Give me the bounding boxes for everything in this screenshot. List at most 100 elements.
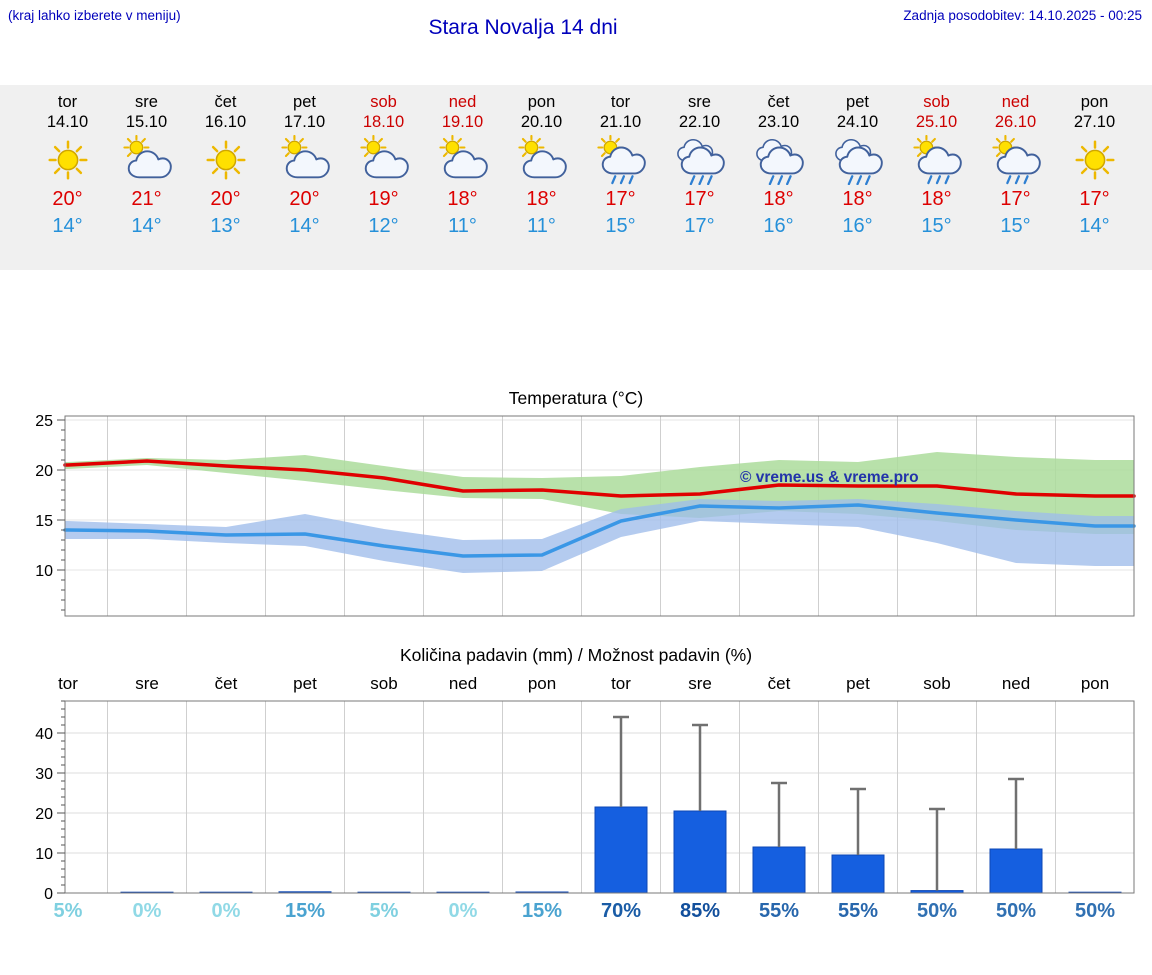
temp-low: 15° <box>605 215 636 237</box>
precip-day-label: pon <box>1080 674 1110 693</box>
pop-label: 5% <box>53 900 83 922</box>
day-name: čet <box>767 93 790 111</box>
day-name: sre <box>688 93 711 111</box>
forecast-strip: tor 14.10 20° 14° sre 15.10 21° 14° čet 16.10 20° 1… <box>0 85 1152 270</box>
temp-low: 13° <box>210 215 241 237</box>
forecast-day: sre 15.10 21° 14° <box>107 85 186 237</box>
forecast-day: pet 24.10 18° 16° <box>818 85 897 237</box>
weather-icon-sun-cloud <box>432 135 494 185</box>
day-name: sob <box>923 93 950 111</box>
day-date: 16.10 <box>204 113 247 131</box>
day-name: pon <box>527 93 556 111</box>
temp-high: 20° <box>210 188 241 210</box>
pop-label: 55% <box>758 900 800 922</box>
temp-high: 18° <box>447 188 478 210</box>
forecast-day: pon 27.10 17° 14° <box>1055 85 1134 237</box>
temp-high: 17° <box>684 188 715 210</box>
weather-icon-sun <box>1064 135 1126 185</box>
pop-label: 0% <box>448 900 478 922</box>
pop-label: 15% <box>284 900 326 922</box>
temp-high: 21° <box>131 188 162 210</box>
day-name: pon <box>1080 93 1109 111</box>
precip-day-label: pet <box>293 674 317 693</box>
weather-icon-sun-cloud-rain <box>906 135 968 185</box>
day-date: 15.10 <box>125 113 168 131</box>
precipitation-chart-title: Količina padavin (mm) / Možnost padavin … <box>399 645 753 665</box>
pop-label: 50% <box>916 900 958 922</box>
weather-icon-cloud-rain <box>669 135 731 185</box>
day-date: 19.10 <box>441 113 484 131</box>
svg-text:30: 30 <box>35 766 53 783</box>
temp-high: 17° <box>1000 188 1031 210</box>
precip-day-label: pon <box>527 674 557 693</box>
pop-label: 50% <box>1074 900 1116 922</box>
pop-label: 0% <box>211 900 241 922</box>
day-date: 27.10 <box>1073 113 1116 131</box>
temp-high: 19° <box>368 188 399 210</box>
temp-low: 14° <box>1079 215 1110 237</box>
forecast-day: sob 18.10 19° 12° <box>344 85 423 237</box>
precip-day-label: tor <box>611 674 631 693</box>
precip-day-label: tor <box>58 674 78 693</box>
temp-high: 17° <box>1079 188 1110 210</box>
forecast-columns: tor 14.10 20° 14° sre 15.10 21° 14° čet 16.10 20° 1… <box>28 85 1134 237</box>
pop-label: 85% <box>679 900 721 922</box>
weather-icon-sun <box>195 135 257 185</box>
forecast-day: tor 21.10 17° 15° <box>581 85 660 237</box>
temperature-chart-title: Temperatura (°C) <box>508 388 644 408</box>
temp-high: 17° <box>605 188 636 210</box>
day-name: sob <box>370 93 397 111</box>
day-date: 22.10 <box>678 113 721 131</box>
forecast-day: pon 20.10 18° 11° <box>502 85 581 237</box>
precip-day-label: ned <box>1001 674 1031 693</box>
day-name: sre <box>135 93 158 111</box>
day-date: 24.10 <box>836 113 879 131</box>
temp-low: 15° <box>921 215 952 237</box>
page-title: Stara Novalja 14 dni <box>428 16 618 39</box>
temp-low: 11° <box>448 215 477 237</box>
day-name: tor <box>57 93 78 111</box>
weather-icon-sun-cloud-rain <box>985 135 1047 185</box>
day-name: ned <box>1001 93 1030 111</box>
forecast-day: čet 23.10 18° 16° <box>739 85 818 237</box>
weather-icon-sun-cloud <box>116 135 178 185</box>
svg-text:15: 15 <box>35 513 53 530</box>
precip-day-label: sre <box>135 674 159 693</box>
day-name: pet <box>293 93 316 111</box>
temp-low: 11° <box>527 215 556 237</box>
precip-day-label: sob <box>370 674 398 693</box>
precip-day-label: sob <box>923 674 951 693</box>
pop-label: 50% <box>995 900 1037 922</box>
day-date: 26.10 <box>994 113 1037 131</box>
precip-day-label: čet <box>767 674 791 693</box>
day-date: 20.10 <box>520 113 563 131</box>
forecast-day: ned 26.10 17° 15° <box>976 85 1055 237</box>
svg-text:40: 40 <box>35 726 53 743</box>
forecast-day: sre 22.10 17° 17° <box>660 85 739 237</box>
day-date: 21.10 <box>599 113 642 131</box>
location-hint: (kraj lahko izberete v meniju) <box>8 8 181 23</box>
forecast-day: pet 17.10 20° 14° <box>265 85 344 237</box>
weather-icon-sun <box>37 135 99 185</box>
temp-low: 16° <box>842 215 873 237</box>
watermark: © vreme.us & vreme.pro <box>740 469 919 486</box>
day-date: 23.10 <box>757 113 800 131</box>
temperature-chart: 10 15 20 25 © vreme.us & vreme.pro <box>35 414 1136 617</box>
precipitation-chart: 0 10 20 30 40 <box>35 700 1135 903</box>
temp-high: 20° <box>52 188 83 210</box>
day-name: ned <box>448 93 477 111</box>
forecast-day: sob 25.10 18° 15° <box>897 85 976 237</box>
precipitation-day-labels: tor sre čet pet sob ned pon tor sre čet pet sob ned p… <box>0 674 1152 696</box>
temp-low: 12° <box>368 215 399 237</box>
svg-text:10: 10 <box>35 846 53 863</box>
pop-label: 70% <box>600 900 642 922</box>
temp-high: 20° <box>289 188 320 210</box>
forecast-day: tor 14.10 20° 14° <box>28 85 107 237</box>
temp-high: 18° <box>921 188 952 210</box>
weather-icon-sun-cloud <box>274 135 336 185</box>
temp-high: 18° <box>763 188 794 210</box>
pop-label: 0% <box>132 900 162 922</box>
forecast-day: ned 19.10 18° 11° <box>423 85 502 237</box>
day-date: 18.10 <box>362 113 405 131</box>
weather-icon-cloud-rain <box>748 135 810 185</box>
